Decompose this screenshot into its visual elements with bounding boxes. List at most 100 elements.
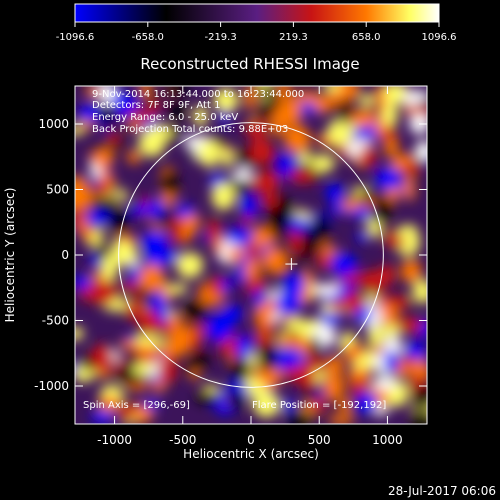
image-intensity-blob	[75, 125, 85, 136]
spin-axis-label: Spin Axis = [296,-69]	[83, 400, 190, 411]
image-intensity-blob	[309, 335, 322, 357]
image-intensity-blob	[313, 283, 338, 297]
flare-position-label: Flare Position = [-192,192]	[252, 400, 386, 411]
image-intensity-blob	[189, 324, 209, 335]
image-intensity-blob	[166, 283, 189, 295]
image-intensity-blob	[402, 355, 414, 368]
image-intensity-blob	[375, 167, 402, 191]
image-intensity-blob	[132, 362, 153, 376]
image-intensity-blob	[326, 118, 353, 147]
colorbar-tick-label: 658.0	[352, 32, 381, 43]
image-intensity-blob	[268, 201, 295, 225]
image-intensity-blob	[149, 98, 161, 111]
image-intensity-blob	[167, 329, 191, 357]
image-intensity-blob	[254, 170, 280, 194]
image-intensity-blob	[359, 93, 374, 108]
image-intensity-blob	[323, 373, 345, 401]
image-intensity-blob	[243, 259, 262, 281]
image-intensity-blob	[312, 96, 337, 111]
image-intensity-blob	[277, 151, 293, 179]
image-intensity-blob	[168, 101, 186, 120]
image-intensity-blob	[126, 150, 141, 164]
image-intensity-blob	[283, 273, 305, 297]
image-intensity-blob	[383, 86, 408, 106]
image-intensity-blob	[176, 252, 204, 279]
image-intensity-blob	[312, 154, 335, 173]
image-intensity-blob	[261, 192, 278, 209]
image-intensity-blob	[338, 98, 351, 125]
colorbar-tick-label: 1096.6	[422, 32, 457, 43]
image-intensity-blob	[135, 334, 157, 349]
detectors-label: Detectors: 7F 8F 9F, Att 1	[92, 100, 220, 111]
image-intensity-blob	[230, 356, 252, 383]
image-intensity-blob	[298, 151, 312, 164]
colorbar-tick-label: -1096.6	[56, 32, 95, 43]
image-intensity-blob	[75, 184, 93, 210]
image-intensity-blob	[157, 356, 178, 384]
plot-title: Reconstructed RHESSI Image	[140, 55, 359, 73]
image-intensity-blob	[243, 380, 267, 398]
image-intensity-blob	[397, 224, 419, 240]
time-range-label: 9-Nov-2014 16:13:44.000 to 16:23:44.000	[92, 89, 304, 100]
image-intensity-blob	[252, 392, 281, 418]
image-intensity-blob	[227, 388, 245, 411]
image-intensity-blob	[193, 105, 208, 127]
image-intensity-blob	[400, 259, 422, 284]
image-intensity-blob	[116, 188, 128, 203]
image-intensity-blob	[288, 169, 317, 184]
image-intensity-blob	[330, 252, 358, 277]
image-intensity-blob	[182, 300, 210, 321]
image-intensity-blob	[91, 343, 113, 372]
y-axis-label: Heliocentric Y (arcsec)	[3, 188, 17, 323]
y-tick-label: 0	[61, 248, 69, 262]
image-intensity-blob	[244, 86, 257, 111]
image-intensity-blob	[118, 402, 136, 423]
y-tick-label: 500	[46, 182, 69, 196]
image-intensity-blob	[198, 139, 221, 167]
image-intensity-blob	[98, 395, 120, 412]
image-intensity-blob	[234, 267, 247, 283]
spin-axis-crosshair	[285, 258, 298, 271]
image-intensity-blob	[240, 193, 258, 219]
image-intensity-blob	[286, 409, 312, 424]
image-intensity-blob	[276, 348, 305, 368]
image-intensity-blob	[403, 90, 427, 102]
image-intensity-blob	[381, 323, 402, 338]
image-intensity-blob	[347, 86, 360, 100]
x-tick-label: 500	[308, 433, 331, 447]
image-intensity-blob	[359, 270, 387, 291]
image-intensity-blob	[221, 276, 232, 295]
image-intensity-blob	[325, 355, 343, 379]
image-intensity-blob	[148, 198, 164, 219]
image-intensity-blob	[75, 326, 84, 341]
image-intensity-blob	[415, 140, 427, 161]
image-intensity-blob	[85, 210, 109, 226]
image-intensity-blob	[288, 229, 302, 255]
image-intensity-blob	[305, 388, 319, 400]
axis-tick-labels: -1000 -500 0 500 1000 1000 500 0 -500 -1000	[34, 117, 403, 447]
image-intensity-blob	[211, 183, 236, 211]
image-intensity-blob	[387, 295, 413, 309]
image-intensity-blob	[111, 241, 138, 265]
image-intensity-blob	[321, 242, 333, 256]
image-intensity-blob	[229, 179, 254, 195]
image-intensity-blob	[144, 243, 169, 270]
energy-range-label: Energy Range: 6.0 - 25.0 keV	[92, 112, 238, 123]
y-tick-label: -1000	[34, 379, 69, 393]
image-intensity-blob	[298, 363, 315, 390]
image-intensity-blob	[359, 145, 377, 168]
image-intensity-blob	[195, 391, 220, 405]
image-intensity-blob	[354, 308, 373, 324]
image-intensity-blob	[355, 231, 369, 243]
image-intensity-blob	[329, 299, 345, 312]
image-intensity-blob	[396, 317, 423, 333]
image-intensity-blob	[161, 169, 179, 196]
x-tick-label: 0	[247, 433, 255, 447]
image-intensity-blob	[249, 138, 274, 165]
image-intensity-blob	[402, 163, 421, 175]
image-intensity-blob	[89, 280, 118, 306]
image-intensity-blob	[147, 125, 174, 140]
image-intensity-blob	[75, 274, 92, 290]
image-intensity-blob	[175, 203, 195, 219]
